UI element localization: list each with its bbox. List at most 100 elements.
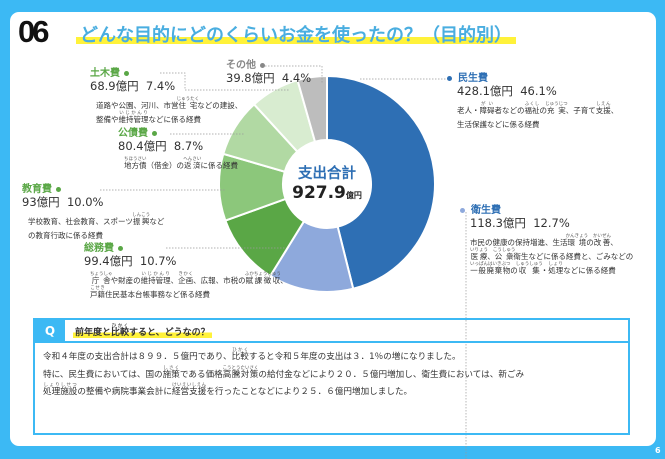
ruby-base: 充実 — [545, 105, 568, 115]
ruby-base: 住宅 — [176, 100, 200, 110]
text-segment: の教育行政に係る経費 — [28, 230, 103, 240]
legend-dot-icon — [152, 130, 157, 136]
ruby-base: 収集 — [515, 266, 543, 276]
ruby-reading: ちほうさい — [124, 156, 147, 162]
slice-percent: 10.7% — [139, 254, 177, 268]
slice-name: その他 — [226, 60, 311, 71]
slice-name: 民生費 — [447, 73, 618, 84]
ruby-base: 返済 — [183, 160, 202, 170]
text-segment: 道路や公園、河川、市営 — [96, 100, 179, 110]
ruby-base: 振興 — [132, 216, 151, 226]
text-segment: などの建設、 — [197, 100, 243, 110]
ruby-base: 医療 — [470, 251, 488, 261]
text-segment: の — [586, 237, 594, 247]
ruby-word: 環境かんきょう — [566, 234, 589, 247]
center-value: 927.9 — [292, 183, 346, 203]
text-segment: （借金）の — [146, 160, 185, 170]
ruby-base: 庁舎 — [90, 275, 113, 285]
text-segment: の給付金などにより２０．５億円増加し、衛生費においては、新ごみ — [258, 369, 525, 380]
legend-dot-icon — [460, 207, 465, 213]
ruby-reading: ふくし — [524, 101, 540, 107]
ruby-base: 障碍 — [479, 105, 495, 115]
slice-amount: 99.4億円 — [84, 254, 133, 268]
ruby-base: 改善 — [593, 237, 611, 247]
ruby-base: 支援 — [595, 105, 611, 115]
ruby-word: 施策しさく — [163, 366, 180, 380]
ruby-word: 経営支援けいえいしえん — [171, 383, 207, 398]
slice-percent: 7.4% — [145, 79, 176, 93]
ruby-reading: しょり — [548, 262, 564, 268]
slice-description: 道路や公園、河川、市営住宅じゅうたくなどの建設、 整備や維持管理いじかんりなどに係… — [96, 97, 242, 128]
ruby-reading: じゅうたく — [176, 96, 200, 102]
slice-amount: 93億円 — [22, 195, 60, 209]
text-segment: などに係る経費 — [148, 114, 202, 124]
leader-line — [160, 72, 290, 91]
text-segment: 者などの — [494, 105, 525, 115]
ruby-base: 戸籍 — [90, 289, 105, 299]
ruby-reading: しゅうしゅう — [515, 262, 543, 268]
ruby-reading: ふかちょうしゅう — [244, 271, 281, 277]
ruby-word: 返済へんさい — [183, 157, 202, 170]
legend-dot-icon — [118, 245, 123, 251]
ruby-word: 福祉ふくし — [525, 102, 540, 115]
text-segment: 、広報、市税の — [193, 275, 246, 285]
page-number: 6 — [655, 446, 661, 455]
ruby-word: 振興しんこう — [132, 213, 151, 226]
ruby-base: 処理 — [548, 266, 564, 276]
ruby-reading: かいぜん — [593, 233, 611, 239]
text-segment: 老人・ — [457, 105, 480, 115]
ruby-word: 高騰対策こうとうたいさく — [222, 366, 259, 380]
ruby-word: 処理施設しょりしせつ — [43, 383, 77, 397]
page-title: どんな目的にどのくらいお金を使ったの？（目的別） — [76, 21, 516, 47]
text-segment: の整備や病院事業会計に — [77, 387, 172, 398]
ruby-reading: いじかんり — [118, 110, 149, 116]
ruby-word: 庁舎ちょうしゃ — [90, 272, 113, 285]
slice-amount: 80.4億円 — [118, 139, 167, 153]
text-segment: 特に、民生費においては、国の — [43, 369, 163, 380]
text-segment: や財産の — [110, 275, 141, 285]
ruby-base: 公衆 — [492, 251, 516, 261]
slice-name-text: 公債費 — [118, 128, 148, 139]
slice-percent: 12.7% — [533, 216, 570, 230]
text-segment: に係る経費 — [200, 160, 239, 170]
slice-label: 土木費 68.9億円 7.4% 道路や公園、河川、市営住宅じゅうたくなどの建設、 整備… — [90, 68, 242, 127]
slice-name-text: 教育費 — [22, 184, 52, 195]
ruby-reading: いっぱんはいきぶつ — [470, 262, 511, 268]
slice-label: 民生費 428.1億円 46.1% 老人・障碍がい者などの福祉ふくしの充実じゅうじつ… — [447, 73, 618, 133]
slice-amount: 68.9億円 — [90, 79, 139, 93]
ruby-base: 高騰対策 — [222, 369, 259, 380]
ruby-reading: へんさい — [183, 156, 202, 162]
ruby-base: 比較 — [111, 327, 130, 338]
slice-label: その他 39.8億円 4.4% — [226, 60, 311, 85]
text-segment: 前年度と — [75, 327, 112, 338]
slice-value: 93億円 10.0% — [22, 196, 164, 209]
ruby-reading: がい — [479, 101, 495, 107]
text-segment: 、 — [170, 275, 179, 285]
slice-amount: 39.8億円 — [226, 71, 275, 85]
slice-description: 庁舎ちょうしゃや財産の維持管理いじかんり、企画きかく、広報、市税の賦課徴収ふかち… — [90, 272, 288, 303]
text-segment: 生活保護などに係る経費 — [457, 119, 540, 129]
text-segment: 学校教育、社会教育、スポーツ — [28, 216, 133, 226]
ruby-word: 障碍がい — [479, 102, 495, 115]
slice-name: 総務費 — [84, 243, 288, 254]
text-segment: 、 — [487, 251, 495, 261]
slice-percent: 46.1% — [520, 84, 557, 98]
slice-percent: 8.7% — [173, 139, 204, 153]
question-title: 前年度と比較ひかくすると、どうなの？ — [73, 323, 212, 338]
ruby-reading: いりょう — [470, 247, 488, 253]
slice-name-text: 民生費 — [458, 73, 488, 84]
ruby-base: 経営支援 — [171, 387, 207, 398]
text-segment: 、 — [610, 237, 618, 247]
text-segment: 、子育て — [565, 105, 596, 115]
question-box: Q 前年度と比較ひかくすると、どうなの？ 令和４年度の支出合計は８９９．５億円で… — [33, 318, 630, 435]
leader-line — [262, 65, 323, 84]
ruby-word: 一般廃棄物いっぱんはいきぶつ — [470, 262, 511, 275]
ruby-word: 処理しょり — [548, 262, 564, 276]
slice-description: 老人・障碍がい者などの福祉ふくしの充実じゅうじつ、子育て支援しえん、 生活保護など… — [457, 102, 618, 133]
ruby-word: 支援しえん — [595, 102, 611, 115]
ruby-reading: きかく — [178, 271, 194, 277]
slice-name-text: 衛生費 — [471, 205, 501, 216]
ruby-reading: しんこう — [132, 212, 151, 218]
center-total: 927.9億円 — [277, 183, 377, 203]
q-badge: Q — [35, 320, 65, 341]
